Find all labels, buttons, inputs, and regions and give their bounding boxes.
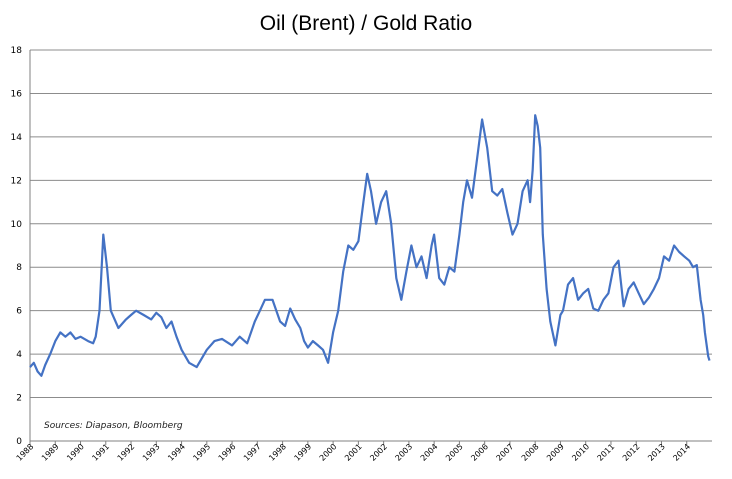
y-axis-ticks: 0 2 4 6 8 10 12 14 16 18 (11, 46, 23, 447)
x-axis-ticks: 1988 1989 1990 1991 1992 1993 1994 1995 1996 1997… (15, 441, 692, 463)
x-tick-label: 2007 (495, 442, 516, 463)
x-tick-label: 2014 (671, 442, 692, 463)
x-tick-label: 2002 (368, 442, 389, 463)
x-tick-label: 2010 (570, 442, 591, 463)
x-tick-label: 2012 (621, 442, 642, 463)
y-tick-label: 2 (16, 394, 22, 404)
x-tick-label: 1991 (90, 442, 111, 463)
y-tick-label: 0 (16, 437, 22, 447)
chart-title: Oil (Brent) / Gold Ratio (260, 12, 472, 35)
grid (29, 49, 712, 442)
series-line (29, 114, 711, 377)
x-tick-label: 1990 (65, 442, 86, 463)
x-tick-label: 1998 (267, 442, 288, 463)
x-tick-label: 2003 (394, 442, 415, 463)
series-group (29, 114, 711, 377)
y-tick-label: 12 (11, 176, 22, 186)
y-tick-label: 16 (11, 89, 23, 99)
x-tick-label: 1997 (242, 442, 263, 463)
x-tick-label: 1996 (217, 442, 238, 463)
y-tick-label: 8 (16, 263, 22, 273)
x-tick-label: 2011 (596, 442, 617, 463)
x-tick-label: 2005 (444, 442, 465, 463)
y-tick-label: 14 (11, 133, 23, 143)
x-tick-label: 1989 (40, 442, 61, 463)
y-tick-label: 18 (11, 46, 23, 56)
x-tick-label: 2008 (520, 442, 541, 463)
x-tick-label: 1992 (116, 442, 137, 463)
x-tick-label: 2001 (343, 442, 364, 463)
x-tick-label: 2013 (646, 442, 667, 463)
x-tick-label: 1993 (141, 442, 162, 463)
y-tick-label: 6 (16, 307, 22, 317)
x-tick-label: 2004 (419, 442, 440, 463)
x-tick-label: 2009 (545, 442, 566, 463)
x-tick-label: 1999 (293, 442, 314, 463)
y-tick-label: 10 (11, 220, 23, 230)
y-tick-label: 4 (16, 350, 22, 360)
x-tick-label: 1995 (191, 442, 212, 463)
x-tick-label: 1994 (166, 442, 187, 463)
source-annotation: Sources: Diapason, Bloomberg (44, 421, 183, 431)
x-tick-label: 2006 (469, 442, 490, 463)
x-tick-label: 2000 (318, 442, 339, 463)
